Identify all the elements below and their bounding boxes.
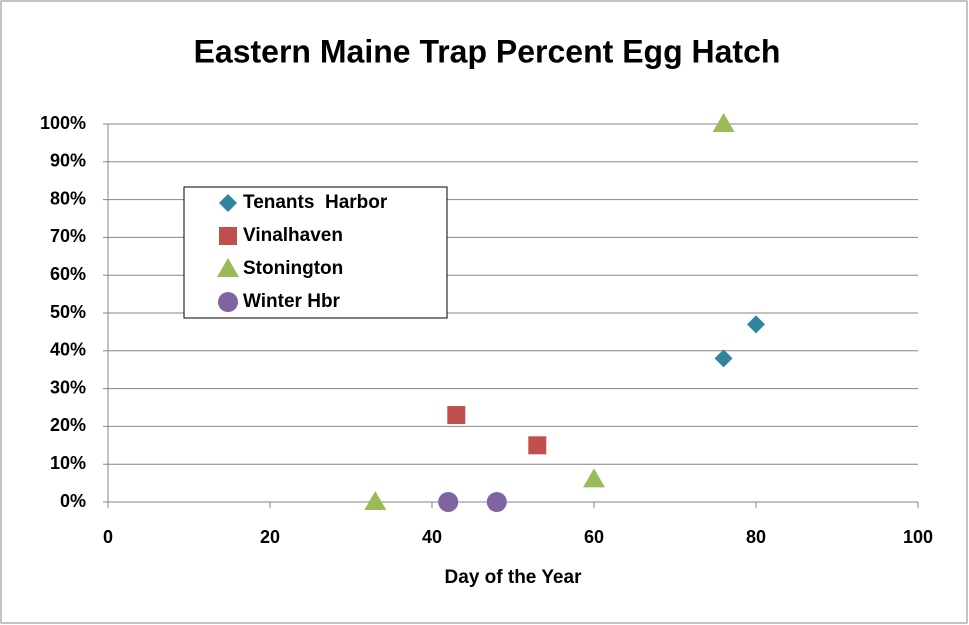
x-tick-label: 80: [746, 527, 766, 547]
x-tick-label: 40: [422, 527, 442, 547]
legend-label: Winter Hbr: [243, 291, 341, 312]
point: [438, 492, 459, 512]
x-tick-label: 100: [903, 527, 933, 547]
legend-label: Stonington: [243, 258, 343, 279]
legend-label: Vinalhaven: [243, 225, 343, 246]
y-tick-label: 20%: [50, 415, 86, 435]
y-tick-label: 50%: [50, 302, 86, 322]
y-tick-label: 0%: [60, 491, 86, 511]
point: [583, 468, 605, 488]
point: [712, 113, 735, 132]
x-tick-label: 0: [103, 527, 113, 547]
y-tick-label: 40%: [50, 340, 86, 360]
legend-marker: [219, 194, 237, 212]
legend-marker: [219, 227, 237, 245]
point: [528, 436, 547, 455]
x-tick-label: 60: [584, 527, 604, 547]
legend-label: Tenants Harbor: [243, 192, 388, 213]
y-tick-label: 90%: [50, 151, 86, 171]
x-tick-label: 20: [260, 527, 280, 547]
x-axis-label: Day of the Year: [445, 567, 583, 588]
point: [364, 491, 387, 510]
point: [747, 315, 765, 334]
y-tick-label: 70%: [50, 226, 86, 246]
legend-marker: [218, 292, 238, 312]
point: [714, 349, 733, 368]
y-tick-label: 10%: [50, 453, 86, 473]
point: [447, 406, 466, 425]
y-tick-label: 80%: [50, 188, 86, 208]
chart-title: Eastern Maine Trap Percent Egg Hatch: [194, 33, 781, 69]
y-tick-label: 60%: [50, 264, 86, 284]
y-tick-label: 30%: [50, 377, 86, 397]
point: [486, 492, 507, 512]
legend-marker: [217, 258, 239, 277]
y-tick-label: 100%: [40, 113, 86, 133]
